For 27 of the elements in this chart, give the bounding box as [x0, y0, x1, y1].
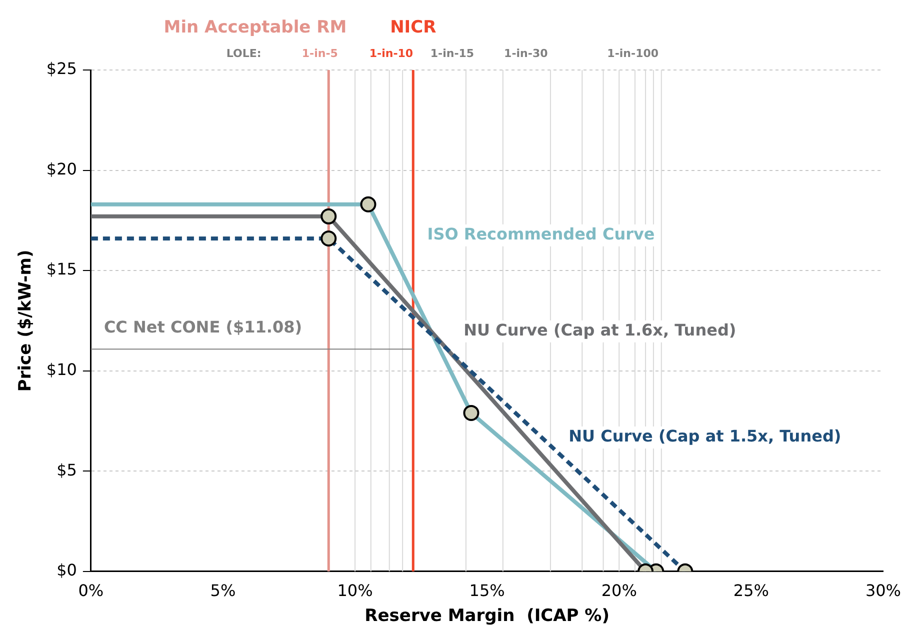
- text: 1-in-10: [369, 46, 414, 60]
- text: LOLE:: [226, 46, 262, 60]
- x-tick-label: 15%: [469, 581, 505, 600]
- y-tick-label: $5: [56, 460, 77, 480]
- text: 1-in-15: [430, 46, 474, 60]
- x-tick-label: 30%: [865, 581, 901, 600]
- text: 1-in-100: [607, 46, 659, 60]
- x-tick-label: 20%: [601, 581, 637, 600]
- text: 1-in-30: [504, 46, 548, 60]
- x-tick-label: 5%: [210, 581, 236, 600]
- ref-line-label: Min Acceptable RM: [164, 17, 347, 38]
- y-axis-title: Price ($/kW-m): [16, 250, 36, 392]
- y-tick-label: $0: [56, 560, 77, 580]
- y-tick-label: $15: [46, 260, 77, 279]
- x-tick-label: 25%: [733, 581, 769, 600]
- y-tick-label: $25: [46, 59, 77, 78]
- text: ISO Recommended Curve: [427, 224, 655, 244]
- ref-line-label: NICR: [390, 17, 436, 38]
- series-label: NU Curve (Cap at 1.6x, Tuned): [464, 320, 736, 340]
- series-label: CC Net CONE ($11.08): [104, 317, 302, 336]
- text: 1-in-5: [302, 46, 338, 60]
- x-tick-label: 0%: [78, 581, 104, 600]
- y-tick-label: $20: [46, 159, 77, 178]
- series-label: NU Curve (Cap at 1.5x, Tuned): [568, 426, 842, 446]
- x-axis-title: Reserve Margin (ICAP %): [364, 606, 610, 626]
- x-tick-label: 10%: [337, 581, 373, 600]
- y-tick-label: $10: [46, 360, 77, 379]
